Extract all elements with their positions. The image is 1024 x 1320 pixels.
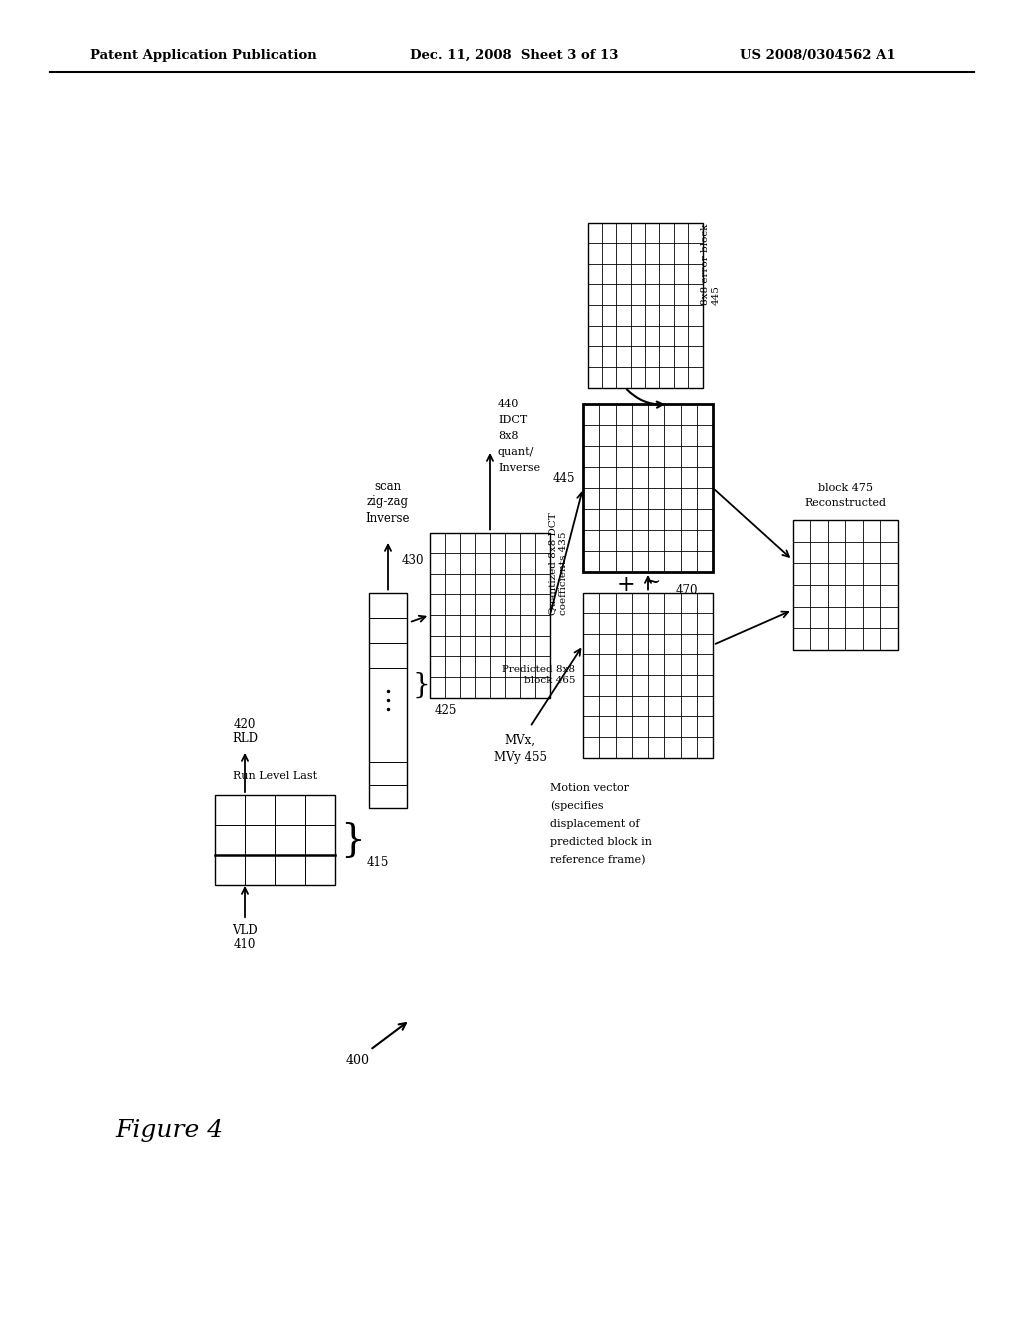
Text: MVy 455: MVy 455 (494, 751, 547, 763)
Text: 445: 445 (553, 471, 575, 484)
Text: zig-zag: zig-zag (367, 495, 409, 508)
Text: 470: 470 (676, 583, 698, 597)
Bar (369, 593, 407, 808)
Text: scan: scan (375, 479, 401, 492)
Text: 8x8 error block
445: 8x8 error block 445 (700, 223, 720, 305)
Bar (583, 593, 713, 758)
Text: Motion vector: Motion vector (550, 783, 629, 793)
Bar (588, 223, 702, 388)
Text: Quantized 8x8 DCT
coefficients 435: Quantized 8x8 DCT coefficients 435 (548, 512, 567, 615)
Text: predicted block in: predicted block in (550, 837, 652, 847)
Text: US 2008/0304562 A1: US 2008/0304562 A1 (740, 49, 896, 62)
Text: Inverse: Inverse (366, 511, 411, 524)
Text: Reconstructed: Reconstructed (804, 498, 886, 508)
Text: }: } (340, 821, 365, 858)
Text: quant/: quant/ (498, 447, 535, 457)
Text: Predicted 8x8
block 465: Predicted 8x8 block 465 (502, 665, 575, 685)
Text: Figure 4: Figure 4 (115, 1118, 223, 1142)
Text: displacement of: displacement of (550, 818, 640, 829)
Bar (793, 520, 897, 649)
Text: Inverse: Inverse (498, 463, 540, 473)
Text: block 475: block 475 (817, 483, 872, 492)
Text: reference frame): reference frame) (550, 855, 645, 865)
Text: Dec. 11, 2008  Sheet 3 of 13: Dec. 11, 2008 Sheet 3 of 13 (410, 49, 618, 62)
Text: (specifies: (specifies (550, 801, 603, 812)
Text: RLD: RLD (232, 731, 258, 744)
Text: Run Level Last: Run Level Last (232, 771, 317, 781)
Text: 420: 420 (233, 718, 256, 730)
Text: 410: 410 (233, 939, 256, 952)
Text: IDCT: IDCT (498, 414, 527, 425)
Text: 430: 430 (402, 553, 425, 566)
Text: }: } (412, 672, 430, 698)
Text: 425: 425 (435, 704, 458, 717)
Bar (215, 795, 335, 884)
Text: 415: 415 (367, 855, 389, 869)
Text: MVx,: MVx, (505, 734, 536, 747)
Text: 400: 400 (346, 1053, 370, 1067)
Text: 8x8: 8x8 (498, 432, 518, 441)
Text: VLD: VLD (232, 924, 258, 936)
Text: 440: 440 (498, 399, 519, 409)
Bar (430, 532, 550, 697)
Text: Patent Application Publication: Patent Application Publication (90, 49, 316, 62)
Text: ~: ~ (645, 573, 660, 591)
Text: +: + (616, 574, 635, 597)
Bar (583, 404, 713, 572)
